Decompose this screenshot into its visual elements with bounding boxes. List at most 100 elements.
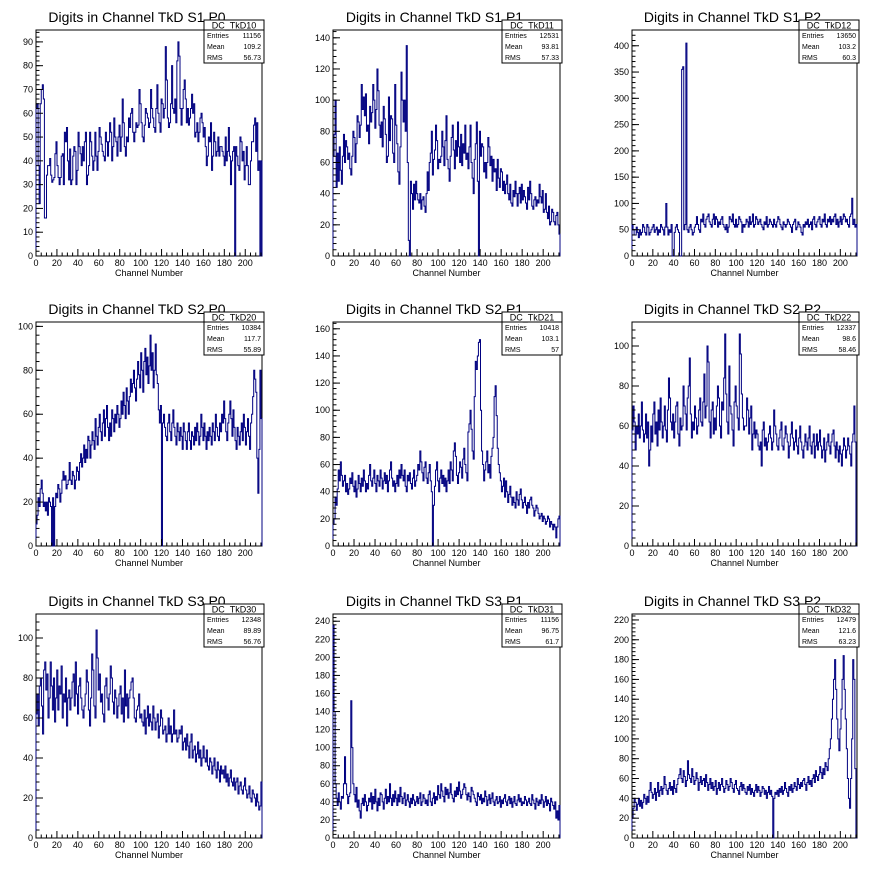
stats-box-frame: [798, 311, 860, 356]
x-axis-label: Channel Number: [412, 558, 480, 568]
x-tick-label: 140: [770, 840, 785, 850]
y-tick-label: 40: [320, 487, 330, 497]
x-tick-label: 0: [629, 840, 634, 850]
stats-mean-label: Mean: [505, 336, 523, 343]
y-tick-label: 50: [23, 132, 33, 142]
stats-box: DC_TkD32 Entries 12479 Mean 121.6 RMS 63.23: [798, 603, 860, 648]
y-tick-label: 220: [614, 615, 629, 625]
x-tick-label: 200: [536, 548, 551, 558]
stats-box-name: DC_TkD31: [510, 605, 555, 615]
y-origin-label: 0: [28, 541, 33, 551]
y-tick-label: 10: [23, 227, 33, 237]
x-tick-label: 120: [154, 548, 169, 558]
stats-rms-value: 63.23: [838, 639, 856, 646]
x-axis-label: Channel Number: [412, 268, 480, 278]
x-tick-label: 40: [669, 258, 679, 268]
x-tick-label: 200: [536, 258, 551, 268]
y-tick-label: 160: [315, 324, 330, 334]
histogram-panel-2: Digits in Channel TkD S1 P1 0 20 40 60 80 100 1…: [315, 9, 563, 278]
x-tick-label: 60: [94, 548, 104, 558]
panel-title: Digits in Channel TkD S1 P0: [48, 9, 225, 25]
x-tick-label: 80: [710, 258, 720, 268]
panel-title: Digits in Channel TkD S2 P2: [644, 301, 821, 317]
x-tick-label: 0: [33, 548, 38, 558]
stats-entries-value: 10418: [540, 325, 560, 332]
y-tick-label: 40: [619, 461, 629, 471]
panel-title: Digits in Channel TkD S1 P2: [644, 9, 821, 25]
x-tick-label: 160: [791, 840, 806, 850]
stats-box-frame: [203, 19, 265, 64]
x-tick-label: 180: [217, 258, 232, 268]
y-tick-label: 40: [320, 797, 330, 807]
plot-frame: [332, 613, 561, 839]
histogram-panel-7: Digits in Channel TkD S3 P0 0 20 40 60 80 100 1…: [18, 593, 265, 860]
stats-box: DC_TkD12 Entries 13650 Mean 103.2 RMS 60.3: [798, 19, 860, 64]
x-tick-label: 200: [536, 840, 551, 850]
x-tick-label: 60: [94, 258, 104, 268]
stats-entries-label: Entries: [505, 33, 527, 40]
x-tick-label: 180: [515, 840, 530, 850]
y-tick-label: 250: [614, 120, 629, 130]
y-tick-label: 200: [315, 652, 330, 662]
y-origin-label: 0: [624, 833, 629, 843]
x-tick-label: 140: [175, 840, 190, 850]
x-tick-label: 0: [330, 258, 335, 268]
x-tick-label: 80: [115, 258, 125, 268]
panel-title: Digits in Channel TkD S2 P1: [346, 301, 523, 317]
y-tick-label: 200: [614, 146, 629, 156]
y-origin-label: 0: [28, 251, 33, 261]
stats-rms-value: 58.46: [838, 347, 856, 354]
x-tick-label: 160: [791, 258, 806, 268]
x-tick-label: 0: [33, 258, 38, 268]
y-origin-label: 0: [624, 541, 629, 551]
y-tick-label: 160: [614, 674, 629, 684]
y-tick-label: 100: [614, 341, 629, 351]
y-tick-label: 60: [619, 421, 629, 431]
x-tick-label: 40: [370, 840, 380, 850]
y-tick-label: 120: [315, 64, 330, 74]
x-tick-label: 100: [431, 258, 446, 268]
histogram-series: [631, 333, 857, 547]
stats-mean-value: 103.1: [541, 336, 559, 343]
y-tick-label: 100: [315, 743, 330, 753]
x-tick-label: 40: [73, 258, 83, 268]
y-tick-label: 40: [619, 793, 629, 803]
histogram-panel-3: Digits in Channel TkD S1 P2 0 20 40 60 80 100 1…: [614, 9, 860, 278]
x-axis-label: Channel Number: [115, 558, 183, 568]
x-tick-label: 60: [94, 840, 104, 850]
x-tick-label: 80: [412, 548, 422, 558]
stats-entries-value: 10384: [242, 325, 262, 332]
panel-title: Digits in Channel TkD S3 P2: [644, 593, 821, 609]
x-tick-label: 180: [217, 840, 232, 850]
stats-box-name: DC_TkD10: [212, 21, 257, 31]
stats-mean-label: Mean: [207, 44, 225, 51]
x-axis-label: Channel Number: [115, 850, 183, 860]
x-tick-label: 20: [648, 548, 658, 558]
stats-entries-value: 11156: [541, 617, 560, 624]
stats-entries-label: Entries: [207, 617, 229, 624]
stats-entries-value: 12479: [837, 617, 857, 624]
x-tick-label: 0: [33, 840, 38, 850]
stats-box-name: DC_TkD12: [807, 21, 852, 31]
stats-mean-value: 117.7: [244, 336, 261, 343]
y-tick-label: 100: [18, 633, 33, 643]
stats-mean-value: 103.2: [838, 44, 856, 51]
y-tick-label: 70: [23, 84, 33, 94]
x-tick-label: 200: [238, 258, 253, 268]
stats-box-frame: [501, 603, 563, 648]
y-tick-label: 60: [23, 409, 33, 419]
y-tick-label: 60: [23, 713, 33, 723]
y-origin-label: 0: [624, 251, 629, 261]
x-tick-label: 40: [370, 548, 380, 558]
y-tick-label: 60: [619, 774, 629, 784]
y-origin-label: 0: [28, 833, 33, 843]
x-tick-label: 160: [494, 258, 509, 268]
stats-rms-label: RMS: [505, 347, 521, 354]
y-tick-label: 80: [320, 126, 330, 136]
histogram-panel-8: Digits in Channel TkD S3 P1 0 20 40 60 80 100 1…: [315, 593, 563, 860]
stats-box-name: DC_TkD22: [807, 313, 852, 323]
x-axis-label: Channel Number: [710, 850, 778, 860]
x-tick-label: 100: [431, 840, 446, 850]
x-tick-label: 140: [473, 258, 488, 268]
y-tick-label: 20: [320, 514, 330, 524]
